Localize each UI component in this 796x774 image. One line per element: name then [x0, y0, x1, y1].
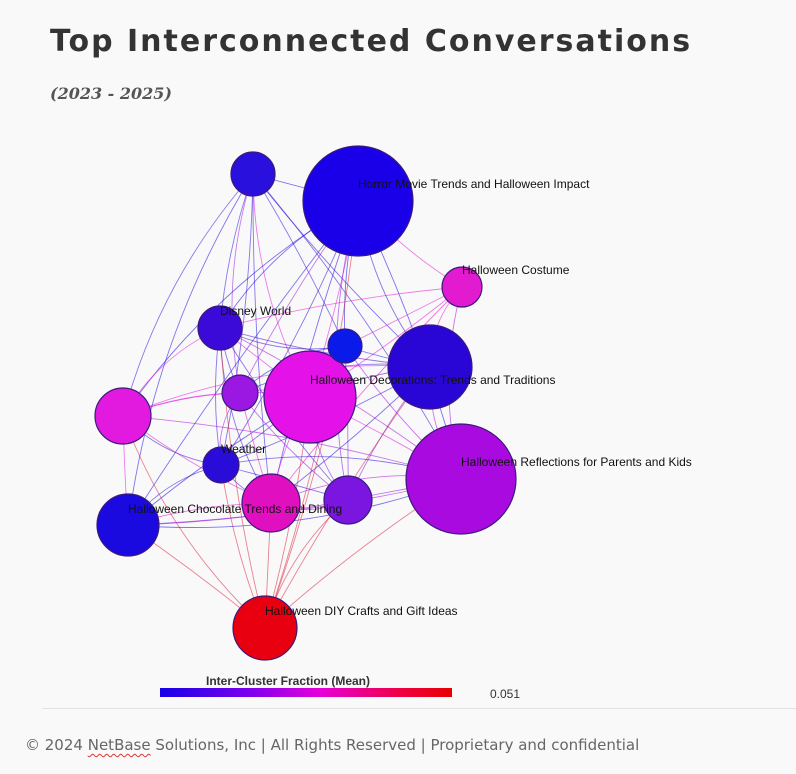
page-subtitle: (2023 - 2025)	[50, 84, 172, 103]
legend-gradient-bar	[160, 688, 452, 697]
edge-n_top-chocolate	[252, 173, 272, 504]
edge-n_leftpink-diy	[122, 415, 266, 629]
node-reflections[interactable]	[405, 423, 517, 535]
edge-diy-disney	[219, 327, 266, 629]
node-weather[interactable]	[202, 446, 240, 484]
edge-costume-chocolate	[270, 286, 463, 504]
color-legend: Inter-Cluster Fraction (Mean) 0.051	[160, 674, 520, 701]
footer-suffix: Solutions, Inc | All Rights Reserved | P…	[155, 736, 640, 754]
node-n-purple[interactable]	[323, 475, 373, 525]
edge-n_top-n_small	[252, 173, 346, 347]
footer-brand: NetBase	[87, 736, 151, 754]
node-label-weather: Weather	[221, 442, 266, 456]
node-chocolate[interactable]	[241, 473, 301, 533]
node-decorations[interactable]	[263, 350, 357, 444]
node-label-chocolate: Halloween Chocolate Trends and Dining	[128, 502, 342, 516]
footer-prefix: © 2024	[25, 736, 83, 754]
node-label-costume: Halloween Costume	[462, 263, 570, 277]
legend-title: Inter-Cluster Fraction (Mean)	[206, 674, 370, 688]
page-title: Top Interconnected Conversations	[50, 24, 693, 59]
node-n-midpurple[interactable]	[221, 374, 259, 412]
node-label-reflections: Halloween Reflections for Parents and Ki…	[461, 455, 692, 469]
network-labels: Horror Movie Trends and Halloween Impact…	[128, 177, 692, 618]
node-label-diy: Halloween DIY Crafts and Gift Ideas	[265, 604, 458, 618]
node-diy[interactable]	[232, 595, 298, 661]
node-label-decorations: Halloween Decorations: Trends and Tradit…	[310, 373, 555, 387]
edge-n_top-n_leftpink	[122, 173, 254, 417]
node-n-top[interactable]	[230, 151, 276, 197]
edge-n_top-n_leftblue	[127, 173, 254, 526]
edge-costume-disney	[219, 286, 463, 329]
node-n-leftblue[interactable]	[96, 493, 160, 557]
network-nodes	[94, 145, 517, 661]
node-label-disney: Disney World	[220, 304, 291, 318]
node-label-horror: Horror Movie Trends and Halloween Impact	[358, 177, 590, 191]
node-n-right[interactable]	[387, 324, 473, 410]
node-n-leftpink[interactable]	[94, 387, 152, 445]
node-costume[interactable]	[441, 266, 483, 308]
footer-copyright: © 2024 NetBase Solutions, Inc | All Righ…	[25, 736, 639, 754]
footer-divider	[42, 708, 796, 709]
network-graph: Horror Movie Trends and Halloween Impact…	[94, 145, 692, 701]
edge-n_top-n_midpurple	[231, 173, 254, 394]
node-n-small[interactable]	[327, 328, 363, 364]
node-disney[interactable]	[197, 305, 243, 351]
node-horror[interactable]	[302, 145, 414, 257]
legend-max-value: 0.051	[490, 687, 520, 701]
